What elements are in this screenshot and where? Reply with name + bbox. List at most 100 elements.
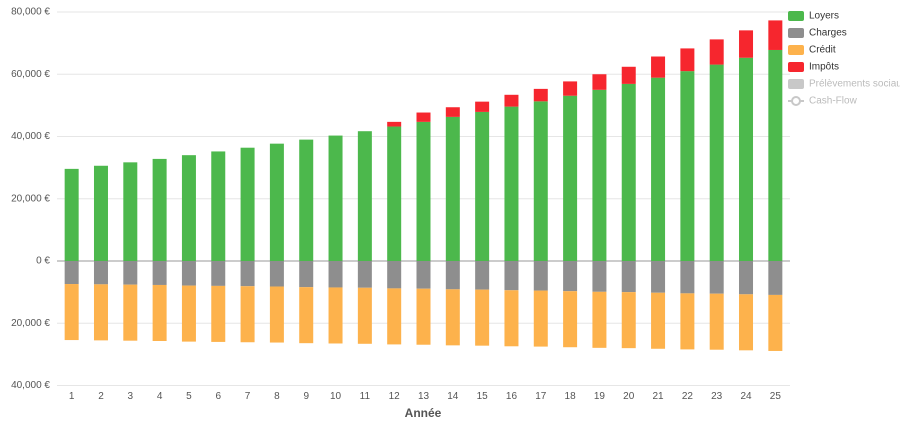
x-tick-label: 16 [506, 391, 518, 402]
legend-label: Loyers [809, 11, 839, 22]
x-tick-label: 11 [360, 391, 371, 402]
legend-swatch [788, 79, 804, 89]
bar [93, 284, 108, 341]
bar [152, 261, 167, 285]
bar [504, 94, 519, 107]
legend-item[interactable]: Crédit [788, 45, 836, 56]
bar [768, 20, 783, 50]
bar [387, 261, 402, 289]
bar [416, 288, 431, 345]
y-tick-label: 20,000 € [11, 193, 50, 204]
bar [123, 284, 138, 341]
bar [357, 287, 372, 344]
bar [651, 56, 666, 78]
x-tick-label: 3 [128, 391, 134, 402]
bar [357, 131, 372, 261]
bar [475, 261, 490, 290]
x-tick-label: 6 [215, 391, 221, 402]
bar [475, 111, 490, 261]
bar [475, 289, 490, 346]
bar [592, 261, 607, 292]
bar [680, 261, 695, 294]
bar [533, 261, 548, 291]
bar [621, 261, 636, 293]
y-tick-label: 20,000 € [11, 318, 50, 329]
bar [680, 293, 695, 350]
bar [416, 121, 431, 261]
bar [533, 88, 548, 102]
bar [299, 261, 314, 288]
x-tick-label: 19 [594, 391, 606, 402]
bar [592, 291, 607, 348]
y-tick-label: 40,000 € [11, 380, 50, 391]
bar [445, 107, 460, 117]
bar [445, 289, 460, 346]
bar [739, 30, 754, 58]
bar [504, 106, 519, 262]
bar [152, 158, 167, 261]
x-tick-label: 9 [303, 391, 309, 402]
legend-item[interactable]: Cash-Flow [788, 96, 858, 107]
bar [64, 261, 79, 285]
bar [739, 294, 754, 351]
x-tick-label: 24 [740, 391, 752, 402]
bar [357, 261, 372, 288]
legend-label: Crédit [809, 45, 836, 56]
bar [387, 121, 402, 127]
bar [563, 81, 578, 96]
bar [621, 66, 636, 84]
legend-swatch [791, 96, 801, 106]
legend-item[interactable]: Loyers [788, 11, 839, 22]
bar [651, 292, 666, 349]
x-tick-label: 10 [330, 391, 342, 402]
x-tick-label: 12 [389, 391, 401, 402]
bar [709, 39, 724, 65]
legend-swatch [788, 28, 804, 38]
x-tick-label: 7 [245, 391, 251, 402]
bar [504, 290, 519, 347]
legend-swatch [788, 11, 804, 21]
bar [328, 261, 343, 288]
x-tick-label: 4 [157, 391, 163, 402]
bar [387, 126, 402, 261]
x-tick-label: 13 [418, 391, 430, 402]
bar [651, 77, 666, 261]
y-tick-label: 60,000 € [11, 69, 50, 80]
x-tick-label: 18 [565, 391, 577, 402]
y-tick-label: 80,000 € [11, 7, 50, 18]
legend-item[interactable]: Prélèvements sociau: [788, 79, 900, 90]
bar [533, 101, 548, 261]
x-tick-label: 23 [711, 391, 723, 402]
bar [504, 261, 519, 291]
bar [563, 261, 578, 292]
bar [181, 261, 196, 286]
bar [416, 261, 431, 289]
bar [181, 285, 196, 342]
bar [240, 261, 255, 287]
bar [387, 288, 402, 345]
bar [680, 48, 695, 72]
bar [739, 261, 754, 295]
bar [64, 284, 79, 341]
x-tick-label: 20 [623, 391, 635, 402]
legend-item[interactable]: Impôts [788, 62, 839, 73]
bar [592, 74, 607, 90]
bar [93, 165, 108, 261]
bar [768, 49, 783, 261]
bar [93, 261, 108, 285]
legend-item[interactable]: Charges [788, 28, 847, 39]
bar [269, 143, 284, 261]
legend-label: Prélèvements sociau: [809, 79, 900, 90]
bar [592, 89, 607, 261]
bar [621, 83, 636, 262]
bar [64, 168, 79, 261]
x-tick-label: 15 [477, 391, 489, 402]
bar [533, 290, 548, 347]
bar [211, 261, 226, 286]
bar [445, 116, 460, 261]
bar [123, 162, 138, 261]
bar [328, 135, 343, 261]
bar [563, 291, 578, 348]
bar [299, 287, 314, 344]
